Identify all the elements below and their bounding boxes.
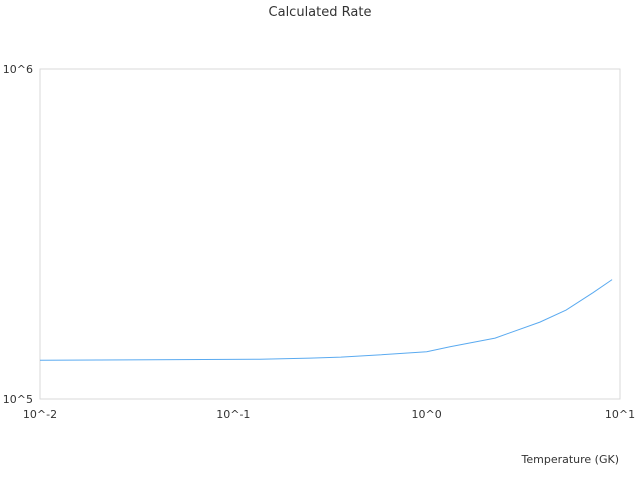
y-tick-label: 10^5	[3, 393, 33, 406]
x-tick-label: 10^0	[412, 408, 442, 421]
x-axis-ticks: 10^-2 10^-1 10^0 10^1	[23, 408, 635, 421]
x-axis-label: Temperature (GK)	[521, 453, 620, 466]
y-tick-label: 10^6	[3, 63, 33, 76]
series-line	[39, 279, 613, 361]
x-tick-label: 10^-2	[23, 408, 57, 421]
chart-title: Calculated Rate	[269, 5, 372, 20]
x-tick-label: 10^-1	[216, 408, 250, 421]
series-group	[39, 279, 613, 361]
plot-area	[39, 68, 621, 400]
x-tick-label: 10^1	[605, 408, 635, 421]
y-axis-ticks: 10^5 10^6	[3, 63, 33, 406]
